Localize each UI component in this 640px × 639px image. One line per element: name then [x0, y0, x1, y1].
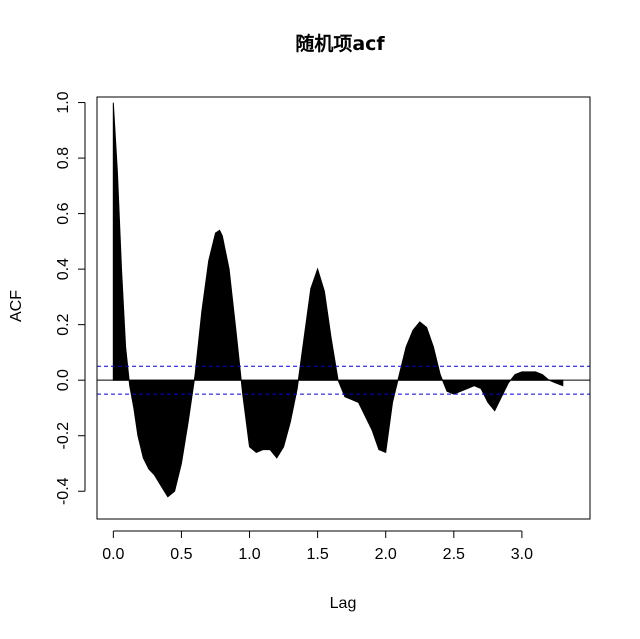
x-tick-label: 2.5 [443, 546, 465, 563]
x-tick-label: 1.0 [238, 546, 260, 563]
y-axis: -0.4 -0.2 0.0 0.2 0.4 0.6 0.8 1.0 [55, 91, 86, 505]
y-tick-label: 0.8 [55, 147, 72, 169]
chart-title: 随机项acf [295, 32, 385, 55]
y-tick-label: 0.4 [55, 258, 72, 280]
plot-area [97, 102, 590, 498]
y-tick-label: -0.2 [55, 422, 72, 450]
x-tick-label: 2.0 [375, 546, 397, 563]
y-tick-label: 0.0 [55, 369, 72, 391]
y-axis-label: ACF [8, 290, 25, 322]
y-tick-label: 0.6 [55, 202, 72, 224]
x-tick-label: 1.5 [306, 546, 328, 563]
x-tick-label: 0.0 [102, 546, 124, 563]
y-tick-label: 0.2 [55, 313, 72, 335]
x-tick-label: 0.5 [170, 546, 192, 563]
y-tick-label: 1.0 [55, 91, 72, 113]
plot-frame [96, 96, 591, 520]
x-axis: 0.0 0.5 1.0 1.5 2.0 2.5 3.0 [102, 530, 533, 563]
x-axis-label: Lag [330, 595, 357, 612]
acf-area [112, 102, 564, 498]
y-tick-label: -0.4 [55, 477, 72, 505]
x-tick-label: 3.0 [511, 546, 533, 563]
